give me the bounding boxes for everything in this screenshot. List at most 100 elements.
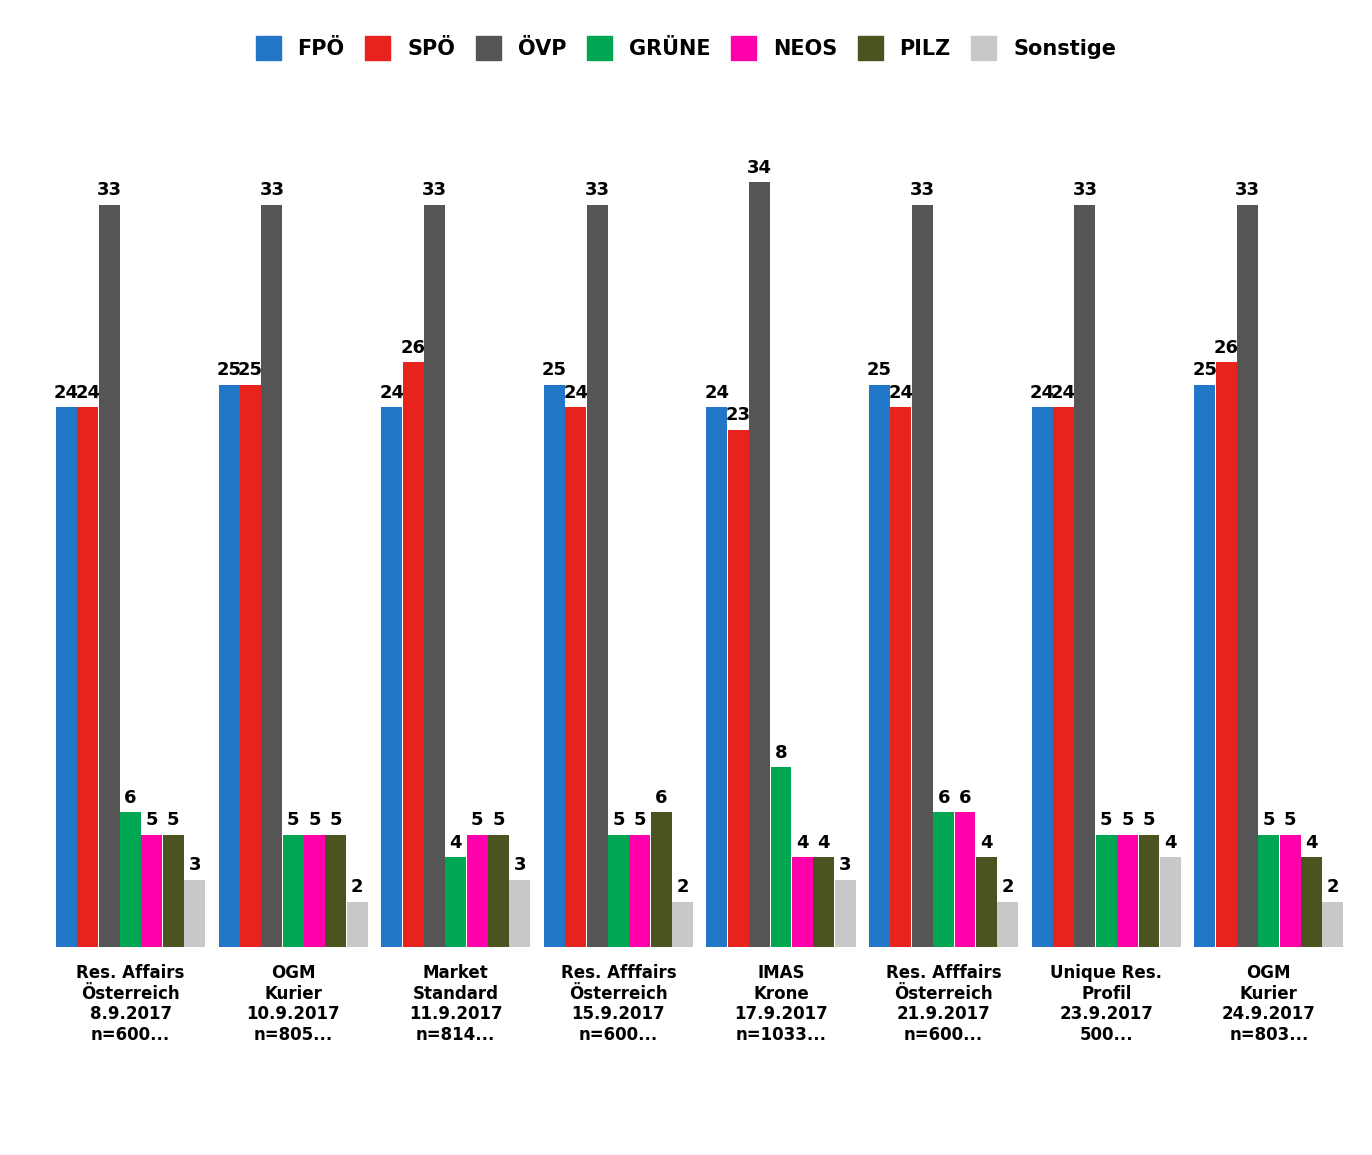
Text: 5: 5 [145,811,158,829]
Text: 26: 26 [401,338,425,357]
Bar [727,430,749,947]
Text: 5: 5 [167,811,180,829]
Bar [261,204,283,947]
Text: 24: 24 [75,383,100,402]
Bar [402,363,424,947]
Text: 5: 5 [471,811,483,829]
Text: 2: 2 [351,879,364,896]
Bar [975,857,997,947]
Text: 25: 25 [867,362,892,379]
Bar [99,204,119,947]
Bar [163,835,184,947]
Bar [1032,408,1052,947]
Text: 24: 24 [54,383,80,402]
Bar [890,408,911,947]
Bar [1301,857,1323,947]
Bar [240,385,261,947]
Bar [608,835,628,947]
Bar [466,835,487,947]
Bar [141,835,162,947]
Text: 4: 4 [1163,834,1177,851]
Bar [1117,835,1139,947]
Text: 2: 2 [1327,879,1339,896]
Text: 33: 33 [1073,181,1098,199]
Bar [184,880,206,947]
Bar [997,902,1018,947]
Text: 24: 24 [1051,383,1076,402]
Text: 8: 8 [775,744,788,761]
Text: 33: 33 [423,181,447,199]
Bar [1054,408,1074,947]
Text: 2: 2 [1002,879,1014,896]
Text: 5: 5 [1262,811,1275,829]
Bar [1238,204,1258,947]
Bar [77,408,99,947]
Bar [218,385,240,947]
Bar [446,857,466,947]
Text: 5: 5 [1284,811,1297,829]
Bar [1139,835,1159,947]
Bar [834,880,856,947]
Bar [868,385,890,947]
Text: 24: 24 [1029,383,1055,402]
Bar [707,408,727,947]
Text: 24: 24 [704,383,730,402]
Text: 25: 25 [542,362,567,379]
Bar [56,408,77,947]
Bar [1074,204,1095,947]
Text: 33: 33 [96,181,122,199]
Text: 4: 4 [1305,834,1318,851]
Bar [283,835,303,947]
Text: 25: 25 [1192,362,1217,379]
Text: 34: 34 [748,158,772,177]
Bar [587,204,608,947]
Text: 5: 5 [493,811,505,829]
Text: 3: 3 [188,856,200,874]
Bar [305,835,325,947]
Text: 2: 2 [676,879,689,896]
Text: 6: 6 [125,789,137,806]
Bar [1194,385,1216,947]
Bar [121,812,141,947]
Bar [1159,857,1181,947]
Text: 5: 5 [1121,811,1133,829]
Bar [325,835,346,947]
Text: 23: 23 [726,407,750,424]
Text: 33: 33 [1235,181,1259,199]
Bar [912,204,933,947]
Text: 6: 6 [959,789,971,806]
Bar [933,812,954,947]
Text: 5: 5 [287,811,299,829]
Text: 3: 3 [838,856,852,874]
Bar [630,835,650,947]
Text: 5: 5 [634,811,646,829]
Text: 4: 4 [980,834,992,851]
Bar [347,902,368,947]
Text: 5: 5 [329,811,342,829]
Text: 24: 24 [563,383,589,402]
Bar [1323,902,1343,947]
Text: 4: 4 [818,834,830,851]
Bar [1280,835,1301,947]
Text: 33: 33 [259,181,284,199]
Bar [771,767,792,947]
Text: 4: 4 [796,834,808,851]
Text: 5: 5 [1143,811,1155,829]
Text: 24: 24 [889,383,914,402]
Bar [672,902,693,947]
Bar [565,408,586,947]
Bar [955,812,975,947]
Text: 6: 6 [937,789,949,806]
Legend: FPÖ, SPÖ, ÖVP, GRÜNE, NEOS, PILZ, Sonstige: FPÖ, SPÖ, ÖVP, GRÜNE, NEOS, PILZ, Sonsti… [247,28,1125,68]
Bar [814,857,834,947]
Bar [543,385,565,947]
Text: 4: 4 [450,834,462,851]
Text: 25: 25 [217,362,241,379]
Bar [488,835,509,947]
Text: 24: 24 [379,383,405,402]
Bar [381,408,402,947]
Text: 25: 25 [237,362,263,379]
Bar [509,880,531,947]
Text: 5: 5 [612,811,624,829]
Text: 33: 33 [910,181,934,199]
